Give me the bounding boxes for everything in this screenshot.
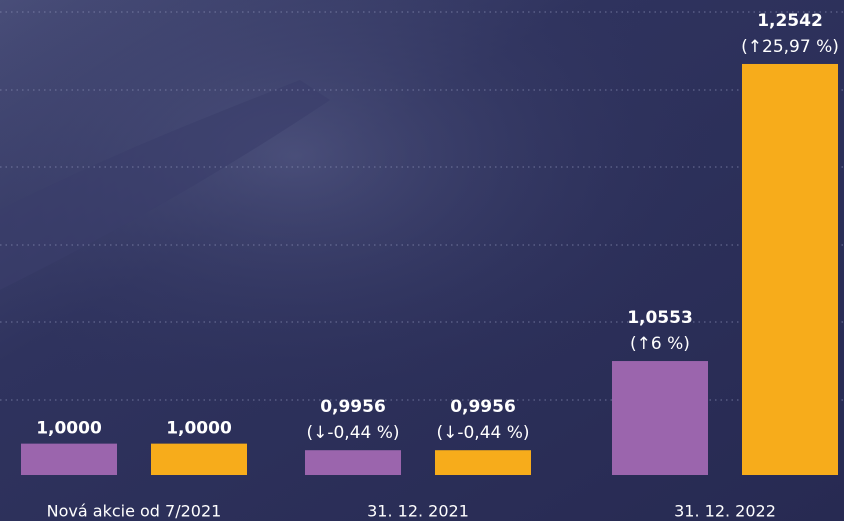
bar <box>151 444 247 475</box>
change-label: (↑6 %) <box>630 334 690 354</box>
value-label: 0,9956 <box>450 397 516 417</box>
value-label: 0,9956 <box>320 397 386 417</box>
chart: Nová akcie od 7/2021 31. 12. 2021 31. 12. … <box>0 0 844 521</box>
bar <box>435 450 531 475</box>
value-label: 1,2542 <box>757 11 823 31</box>
bar <box>742 64 838 475</box>
x-tick-label: 31. 12. 2021 <box>367 502 469 521</box>
change-label: (↓-0,44 %) <box>306 423 399 443</box>
bar <box>612 361 708 475</box>
value-label: 1,0000 <box>36 419 102 439</box>
x-tick-label: Nová akcie od 7/2021 <box>47 502 222 521</box>
bar <box>305 450 401 475</box>
x-tick-label: 31. 12. 2022 <box>674 502 776 521</box>
change-label: (↓-0,44 %) <box>436 423 529 443</box>
value-label: 1,0553 <box>627 308 693 328</box>
background-glow <box>0 0 844 521</box>
change-label: (↑25,97 %) <box>741 37 839 57</box>
value-label: 1,0000 <box>166 419 232 439</box>
bar <box>21 444 117 475</box>
